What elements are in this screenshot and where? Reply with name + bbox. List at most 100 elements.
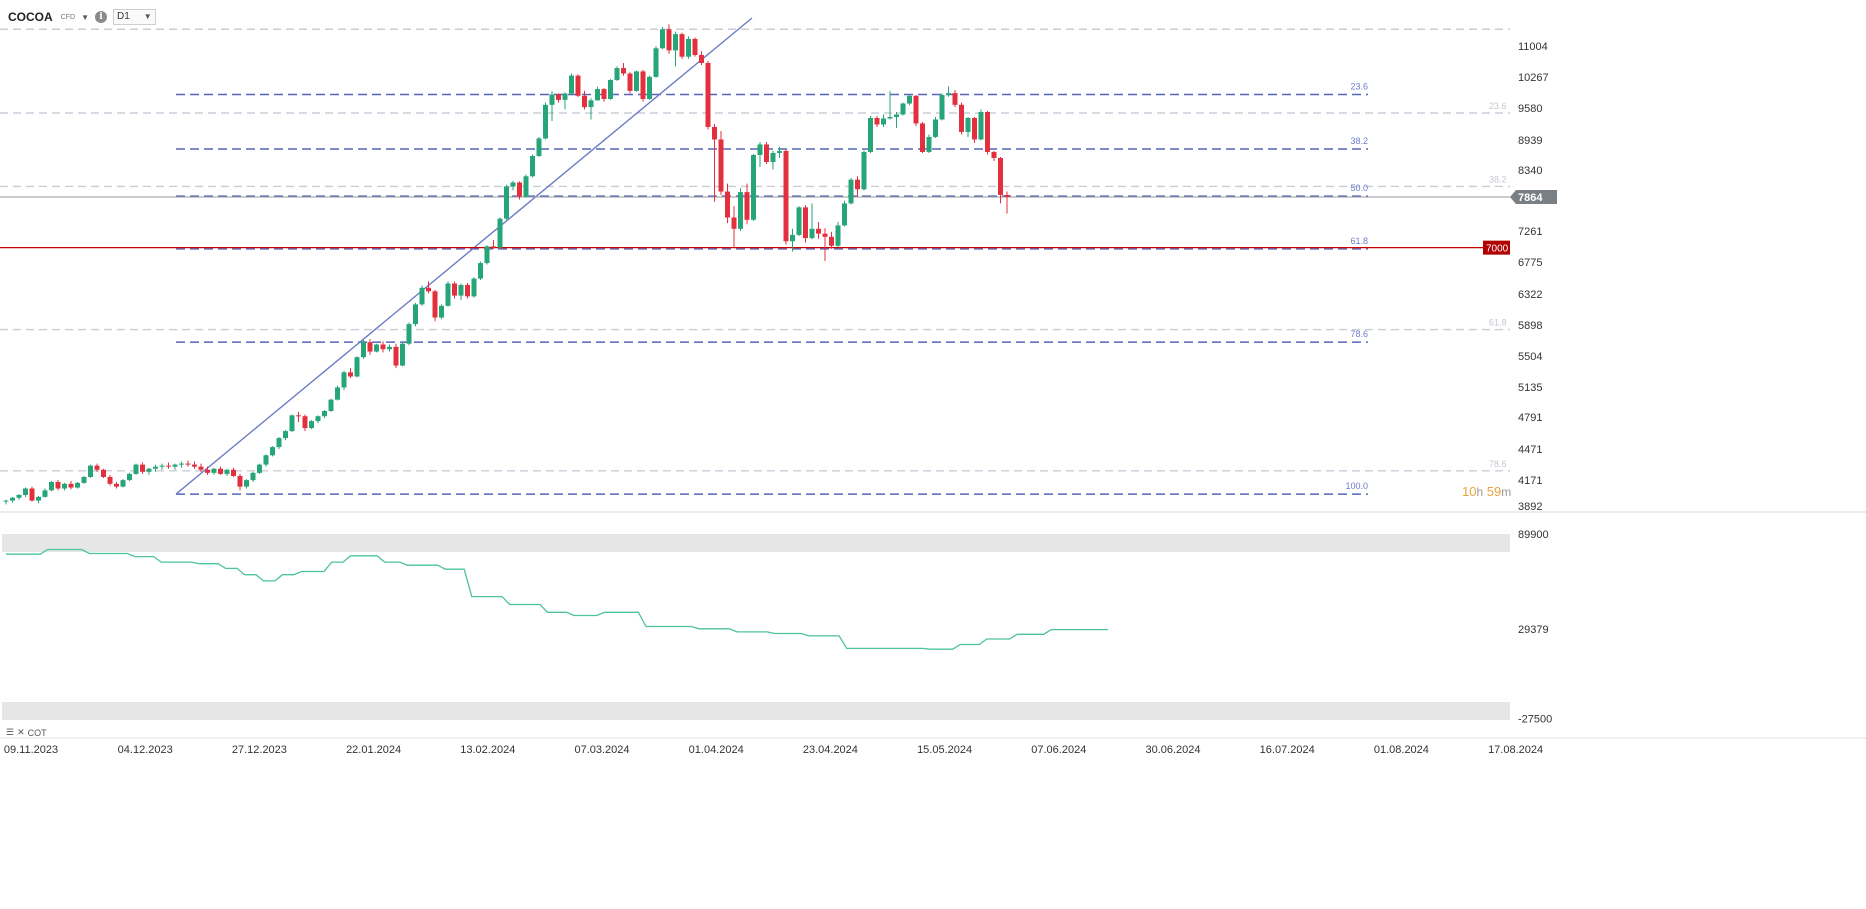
menu-icon[interactable]: ☰ [6,727,15,737]
fib-faded-label: 38.2 [1489,174,1507,184]
candle-body [504,186,509,219]
candle-body [29,488,35,501]
candle-bearish [107,474,113,486]
candle-bearish [621,62,626,76]
candle-body [965,117,971,132]
candle-bullish [387,344,392,352]
chart-background [0,511,1866,739]
candle-body [289,415,295,432]
candle-bearish [725,183,730,224]
candle-body [354,357,360,377]
candle-bearish [94,463,100,472]
candles [3,24,1010,505]
symbol-name[interactable]: COCOA [8,10,53,24]
candle-bullish [653,46,659,78]
candle-bullish [335,385,340,401]
support-line-label: 7000 [1486,244,1509,255]
symbol-type: CFD [60,13,76,21]
candle-bearish [829,231,834,249]
candle-body [192,464,197,467]
candle-bullish [588,98,594,120]
candle-bearish [367,339,373,355]
fib-retracement-faded: 23.6 38.2 61.8 78.6 [0,28,1510,472]
fib-active-label: 78.6 [1350,329,1368,339]
candle-bullish [42,488,48,498]
candle-bullish [562,92,568,110]
fib-faded-label: 61.8 [1489,318,1507,328]
candle-body [751,154,756,220]
candle-body [465,284,470,297]
chevron-down-icon: ▼ [143,12,152,21]
candle-body [803,207,808,239]
candle-bullish [406,322,412,346]
candle-bearish [816,222,821,239]
candle-bearish [517,181,522,200]
candle-bearish [601,88,607,102]
price-tick-label: 4791 [1518,412,1542,424]
candle-bullish [172,463,178,470]
candle-bullish [595,86,600,101]
candle-bearish [218,466,223,475]
candle-body [517,182,522,197]
candle-bearish [692,37,698,57]
candle-body [952,93,958,105]
candle-body [939,94,945,120]
candle-body [660,29,665,49]
candle-bullish [270,446,275,457]
fib-active-label: 23.6 [1350,81,1368,91]
price-tick-label: 4471 [1518,444,1542,456]
candle-bearish [627,72,633,94]
candle-body [400,343,405,366]
candle-body [302,416,308,429]
candle-body [978,111,984,140]
candle-bullish [62,482,67,491]
price-tick-label: 4171 [1518,475,1542,487]
timeframe-select[interactable]: D1 ▼ [112,9,156,25]
candle-bearish [231,467,236,478]
candle-body [874,117,880,125]
candle-body [146,468,152,472]
time-tick-label: 17.08.2024 [1488,744,1543,756]
candle-body [10,497,15,501]
candle-body [127,473,132,481]
cot-upper-band [2,534,1510,552]
candle-bullish [374,343,379,353]
indicator-name: COT [27,727,47,738]
candle-body [887,116,893,119]
candle-body [484,246,490,264]
candle-bearish [185,460,191,467]
price-tick-label: 10267 [1518,72,1549,84]
candle-bearish [166,462,171,469]
candle-bullish [328,398,334,412]
candle-bearish [803,205,808,243]
close-icon[interactable]: ✕ [17,727,25,737]
candle-bearish [913,94,919,126]
candle-bullish [289,414,295,433]
candle-body [907,95,912,104]
candle-bullish [81,475,87,484]
candle-body [218,468,223,474]
candle-bearish [68,481,74,490]
candle-bullish [777,146,782,158]
candle-body [998,157,1003,195]
candle-body [848,179,854,204]
candle-bearish [380,341,386,353]
candle-bearish [348,368,353,379]
fib-retracement-active: 23.6 38.2 50.0 61.8 78.6 100.0 [176,81,1368,495]
info-icon[interactable]: i [94,11,107,23]
candle-bullish [361,339,366,359]
cot-tick-label: 89900 [1518,529,1549,541]
candle-body [725,191,730,218]
candle-body [920,123,925,152]
candle-body [640,71,646,99]
candle-body [49,481,54,491]
symbol-dropdown-icon[interactable]: ▼ [81,12,89,22]
candle-bullish [309,420,314,430]
candle-body [835,225,841,246]
candle-bearish [452,281,457,299]
candle-body [257,464,262,473]
candle-body [224,469,230,474]
candle-bullish [16,494,22,500]
time-tick-label: 13.02.2024 [460,744,515,756]
